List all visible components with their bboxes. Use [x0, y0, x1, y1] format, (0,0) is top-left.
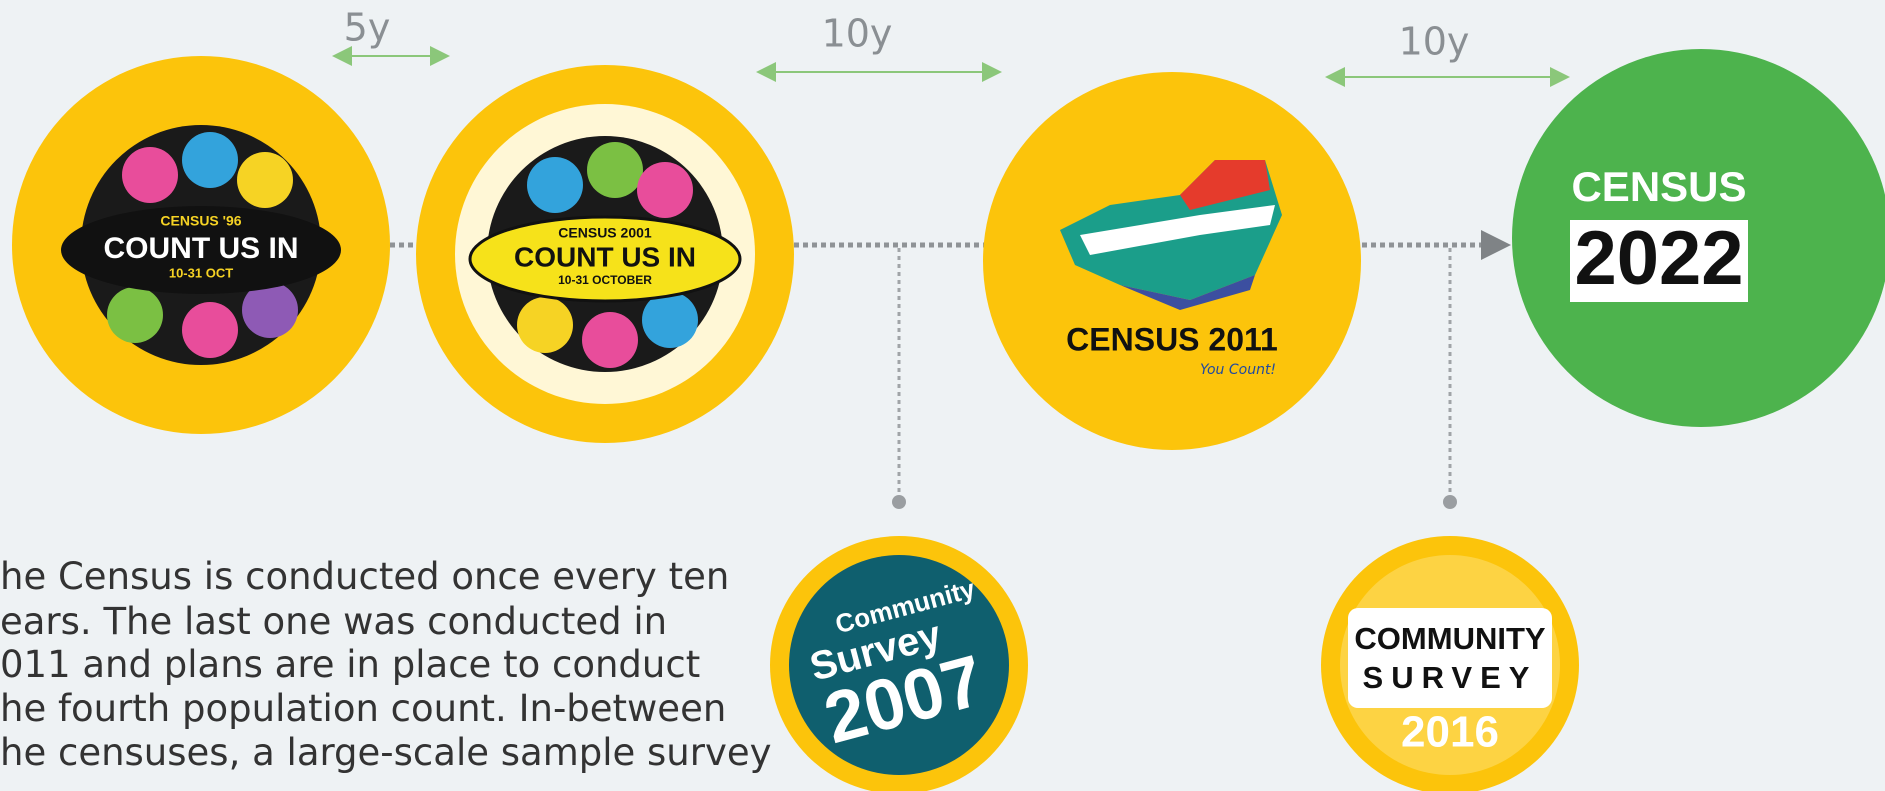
logo-community-survey-2007: Community Survey 2007: [770, 536, 1028, 791]
logo-shape: [242, 282, 298, 338]
logo-shape: [107, 287, 163, 343]
logo-text: 2016: [1401, 708, 1499, 757]
logo-text: SURVEY: [1363, 660, 1538, 695]
description-line: ears. The last one was conducted in: [0, 600, 667, 643]
logo-census-2011: CENSUS 2011 You Count!: [983, 72, 1361, 450]
logo-shape: [642, 292, 698, 348]
interval-label: 10y: [822, 12, 893, 56]
logo-shape: [1080, 205, 1275, 255]
logo-community-survey-2016: COMMUNITY SURVEY 2016: [1321, 536, 1579, 791]
logo-census-1996: CENSUS '96 COUNT US IN 10-31 OCT: [12, 56, 390, 434]
branch-dot: [1443, 495, 1457, 509]
logo-shape: [582, 312, 638, 368]
logo-shape: [1570, 220, 1748, 302]
logo-text: CENSUS '96: [160, 213, 241, 229]
logo-shape: [61, 206, 341, 294]
interval-label: 10y: [1399, 20, 1470, 64]
description-line: 011 and plans are in place to conduct: [0, 643, 700, 686]
logo-shape: [587, 142, 643, 198]
logo-shape: [182, 132, 238, 188]
logo-shape: [527, 157, 583, 213]
logo-text: COUNT US IN: [514, 241, 696, 272]
logo-shape: [517, 297, 573, 353]
logo-shape: [1348, 608, 1552, 708]
logo-text: You Count!: [1200, 362, 1276, 378]
logo-text: 2022: [1574, 216, 1743, 301]
logo-text: COMMUNITY: [1354, 621, 1545, 656]
logo-shape: [789, 555, 1009, 775]
logo-text: CENSUS 2001: [558, 225, 652, 241]
interval-label: 5y: [344, 6, 391, 50]
logo-text: CENSUS: [1571, 163, 1746, 210]
description-line: he censuses, a large-scale sample survey: [0, 731, 772, 774]
logo-text: CENSUS 2011: [1066, 321, 1278, 357]
logo-text: COUNT US IN: [104, 232, 299, 265]
logo-shape: [237, 152, 293, 208]
logo-shape: [637, 162, 693, 218]
description-line: he fourth population count. In-between: [0, 687, 726, 730]
logo-shape: [182, 302, 238, 358]
logo-census-2001: CENSUS 2001 COUNT US IN 10-31 OCTOBER: [416, 65, 794, 443]
logo-text: 10-31 OCTOBER: [558, 273, 652, 287]
logo-shape: [468, 215, 742, 303]
logo-shape: [1180, 160, 1270, 210]
description-line: he Census is conducted once every ten: [0, 555, 729, 598]
logo-text: 10-31 OCT: [169, 265, 233, 280]
logo-shape: [1120, 275, 1255, 310]
logo-census-2022: CENSUS 2022: [1512, 49, 1885, 427]
branch-dot: [892, 495, 906, 509]
logo-shape: [122, 147, 178, 203]
